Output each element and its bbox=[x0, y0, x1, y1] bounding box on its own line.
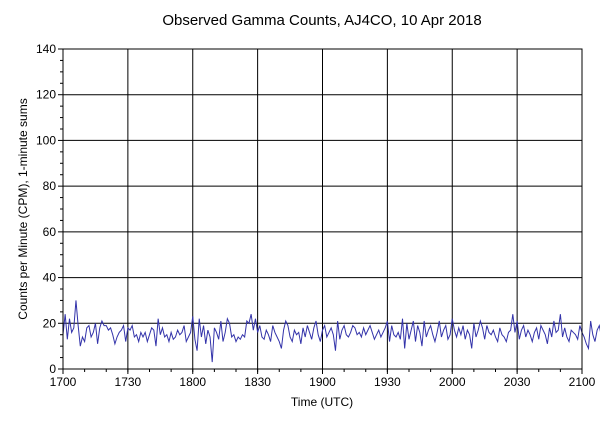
x-tick-label: 2000 bbox=[439, 375, 466, 389]
y-axis-label: Counts per Minute (CPM), 1-minute sums bbox=[16, 98, 30, 319]
y-tick-label: 80 bbox=[43, 179, 57, 193]
grid-lines bbox=[63, 49, 582, 369]
x-tick-label: 1900 bbox=[309, 375, 336, 389]
y-tick-label: 100 bbox=[36, 133, 56, 147]
y-tick-label: 60 bbox=[43, 225, 57, 239]
x-tick-label: 1930 bbox=[374, 375, 401, 389]
x-tick-label: 2030 bbox=[504, 375, 531, 389]
x-tick-label: 2100 bbox=[569, 375, 596, 389]
y-axis-ticks: 0 20 40 60 80 100 120 140 bbox=[36, 42, 63, 376]
y-tick-label: 120 bbox=[36, 88, 56, 102]
x-axis-label: Time (UTC) bbox=[291, 395, 353, 409]
chart-title: Observed Gamma Counts, AJ4CO, 10 Apr 201… bbox=[162, 12, 481, 29]
series-line bbox=[62, 300, 600, 363]
y-tick-label: 140 bbox=[36, 42, 56, 56]
x-tick-label: 1800 bbox=[179, 375, 206, 389]
x-axis-ticks: 1700 1730 1800 1830 1900 1930 2000 2030 2100 bbox=[50, 369, 596, 389]
x-tick-label: 1730 bbox=[115, 375, 142, 389]
x-tick-label: 1700 bbox=[50, 375, 77, 389]
y-tick-label: 40 bbox=[43, 271, 57, 285]
y-tick-label: 20 bbox=[43, 316, 57, 330]
y-tick-label: 0 bbox=[49, 362, 56, 376]
x-tick-label: 1830 bbox=[244, 375, 271, 389]
series-line-group bbox=[62, 300, 600, 363]
